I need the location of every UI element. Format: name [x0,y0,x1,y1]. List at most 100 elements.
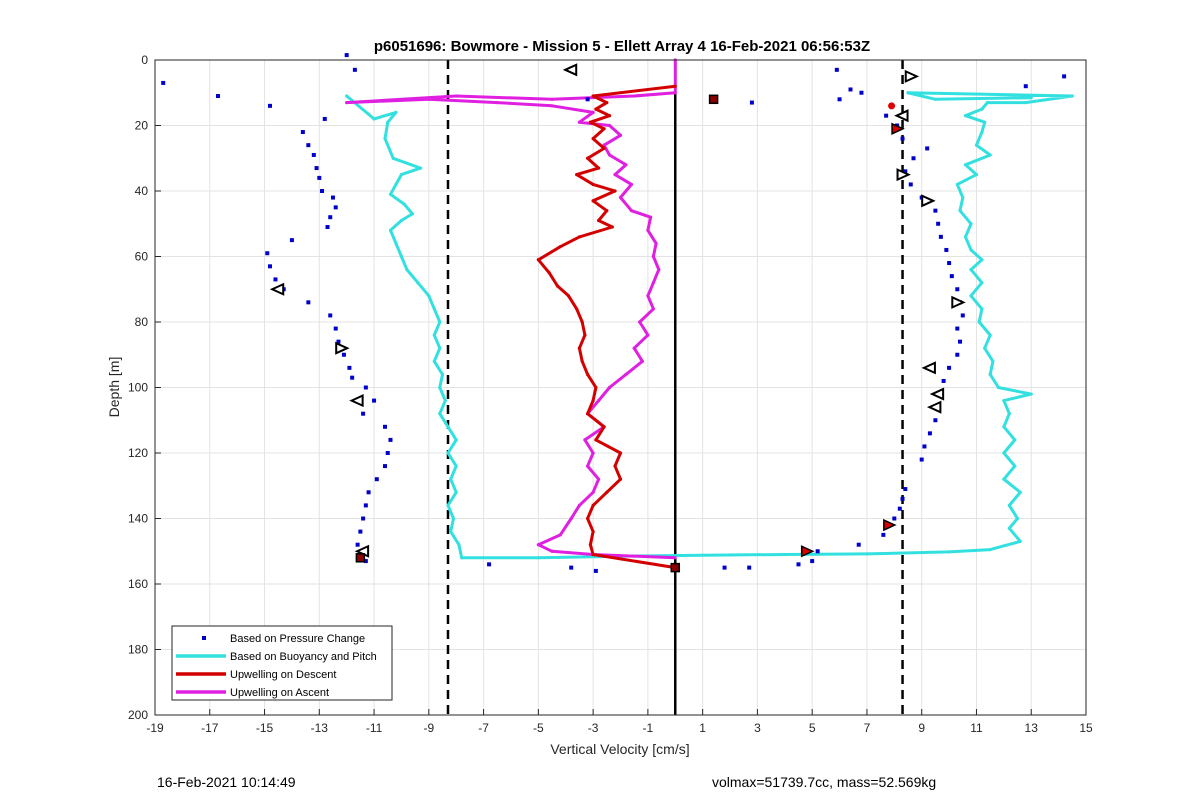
series-point-1 [980,107,984,111]
pressure-dot [900,136,905,141]
series-point-1 [345,94,349,98]
series-point-2 [547,271,551,275]
series-point-1 [963,163,968,167]
series-point-3 [577,503,582,507]
series-point-1 [988,372,992,376]
pressure-dot [1062,74,1067,79]
series-layer [161,53,1074,573]
series-point-1 [438,346,442,350]
event-marker [800,545,815,558]
series-point-1 [388,192,393,196]
pressure-dot [941,378,946,383]
pressure-dot [944,247,949,252]
series-point-1 [419,166,423,170]
pressure-dot [322,116,327,121]
series-point-2 [583,333,587,337]
pressure-dot [317,175,322,180]
pressure-dot [347,365,352,370]
series-point-2 [586,412,590,416]
series-point-1 [388,228,393,232]
event-marker [708,94,719,105]
series-point-1 [969,222,973,226]
pressure-dot [796,562,801,567]
series-point-3 [624,163,628,167]
series-point-1 [1013,438,1017,442]
series-point-2 [605,209,609,213]
series-point-1 [980,281,984,285]
series-point-1 [386,120,390,124]
series-line-1 [345,91,1074,560]
pressure-dot [289,238,294,243]
series-point-1 [449,477,453,481]
pressure-dot [927,431,932,436]
series-point-2 [536,258,540,262]
pressure-dot [320,189,325,193]
series-point-2 [591,503,595,507]
event-marker [951,295,966,309]
y-tick-label: 0 [141,53,148,67]
pressure-dot [366,490,371,495]
series-point-3 [345,100,349,105]
series-point-1 [454,464,458,468]
series-point-1 [963,114,968,118]
series-point-1 [399,218,404,223]
series-point-3 [651,281,655,285]
pressure-dot [938,234,943,239]
series-point-1 [977,320,981,324]
event-marker [921,194,936,208]
series-point-2 [591,399,595,403]
pressure-dot [385,451,390,455]
series-point-1 [969,268,973,272]
pressure-dot [925,146,930,151]
pressure-dot [949,274,954,279]
x-tick-label: -11 [366,721,383,735]
event-marker [269,282,285,296]
series-point-3 [646,228,650,232]
pressure-dot [1023,84,1028,89]
pressure-dot [215,94,220,99]
series-point-3 [629,209,634,213]
series-point-1 [383,137,387,141]
series-point-1 [457,543,461,547]
series-point-3 [646,333,650,337]
y-tick-label: 100 [128,381,148,395]
series-point-1 [399,254,404,259]
series-point-1 [1018,539,1022,544]
series-point-2 [594,107,598,111]
series-point-2 [586,372,590,376]
pressure-dot [810,559,815,564]
series-point-3 [586,464,590,468]
x-tick-label: 1 [699,721,706,735]
series-point-1 [980,130,984,134]
x-tick-label: -15 [256,721,274,735]
series-point-3 [558,533,562,537]
series-point-2 [555,284,560,288]
chart-svg: p6051696: Bowmore - Mission 5 - Ellett A… [106,38,1093,757]
series-point-1 [988,153,992,157]
series-point-1 [1002,451,1006,455]
series-point-3 [577,120,582,124]
pressure-dot [311,152,316,157]
series-point-1 [958,209,962,213]
series-point-3 [596,477,601,481]
event-marker [349,394,364,408]
pressure-dot [383,464,388,469]
series-point-1 [980,307,984,311]
series-point-1 [440,372,445,376]
pressure-dot [330,195,335,200]
series-point-1 [1007,412,1011,416]
x-tick-label: -17 [201,721,219,735]
y-tick-label: 80 [135,315,149,329]
series-point-2 [602,146,606,151]
series-point-3 [583,438,587,442]
series-point-3 [591,490,595,494]
series-point-1 [906,91,910,95]
pressure-dot [922,444,927,449]
series-point-1 [1015,516,1020,521]
x-tick-label: 15 [1079,721,1093,735]
y-tick-label: 140 [128,512,148,526]
series-point-1 [988,333,992,337]
grid [154,59,1087,716]
series-point-2 [591,137,595,141]
series-point-1 [963,235,968,239]
